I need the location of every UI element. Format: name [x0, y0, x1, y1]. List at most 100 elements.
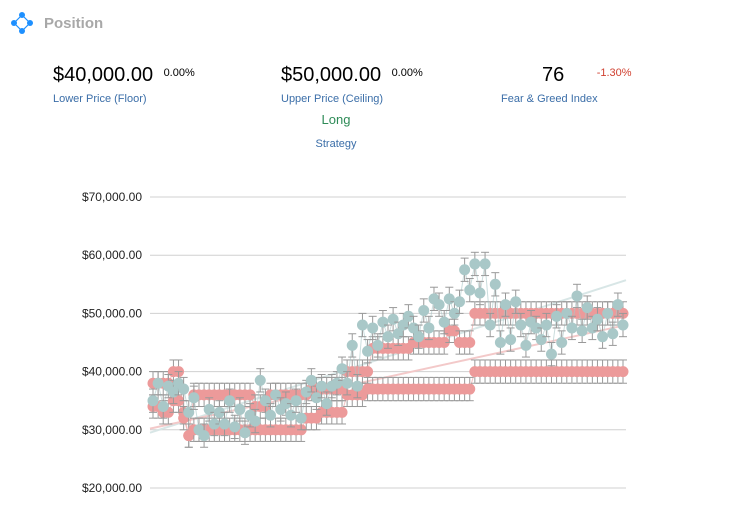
price-point: [229, 421, 241, 433]
price-point: [367, 322, 379, 334]
greed-change: -1.30%: [596, 67, 632, 79]
price-point: [510, 296, 522, 308]
price-chart: $20,000.00 $30,000.00 $40,000.00 $50,000.00…: [82, 190, 629, 495]
network-nodes-icon: [11, 12, 33, 34]
price-point: [336, 363, 348, 375]
price-point: [208, 418, 220, 430]
price-point: [224, 395, 236, 407]
price-point: [489, 278, 501, 290]
price-point: [581, 302, 593, 314]
price-point: [438, 316, 450, 328]
floor-point: [617, 366, 629, 378]
price-point: [157, 401, 169, 413]
ceiling-value: $50,000.00: [281, 64, 382, 86]
price-point: [566, 322, 578, 334]
price-point: [418, 304, 430, 316]
price-point: [239, 427, 251, 439]
floor-change: 0.00%: [163, 67, 195, 79]
ceiling-point: [244, 389, 256, 401]
ceiling-change: 0.00%: [391, 67, 423, 79]
price-point: [362, 345, 374, 357]
price-connector: [351, 345, 358, 387]
price-point: [254, 374, 266, 386]
price-point: [356, 319, 368, 331]
price-connector: [576, 295, 583, 331]
price-point: [474, 287, 486, 299]
price-point: [479, 258, 491, 270]
price-point: [387, 313, 399, 325]
price-point: [454, 296, 466, 308]
price-point: [295, 412, 307, 424]
price-point: [484, 319, 496, 331]
greed-stat: 76 -1.30% Fear & Greed Index: [501, 64, 632, 105]
price-point: [321, 398, 333, 410]
price-point: [341, 377, 353, 389]
price-point: [147, 395, 159, 407]
price-point: [443, 293, 455, 305]
data-points: [147, 251, 629, 448]
y-tick-label: $20,000.00: [82, 481, 142, 495]
price-point: [305, 374, 317, 386]
price-point: [500, 299, 511, 311]
price-point: [372, 339, 384, 351]
price-point: [571, 290, 583, 302]
price-point: [249, 415, 261, 427]
y-tick-label: $30,000.00: [82, 423, 142, 437]
panel-header: Position: [10, 10, 103, 36]
price-point: [607, 328, 619, 340]
price-point: [270, 389, 282, 401]
price-point: [515, 319, 527, 331]
price-point: [556, 337, 568, 348]
price-point: [602, 307, 614, 319]
y-tick-label: $50,000.00: [82, 306, 142, 320]
price-connector: [510, 301, 517, 340]
ceiling-point: [438, 337, 450, 348]
strategy-label: Strategy: [315, 138, 357, 150]
floor-point: [336, 406, 348, 418]
price-point: [310, 392, 322, 404]
price-connector: [550, 316, 558, 355]
price-point: [576, 325, 588, 337]
price-point: [535, 334, 547, 346]
y-tick-label: $70,000.00: [82, 190, 142, 204]
price-point: [152, 377, 164, 389]
floor-stat: $40,000.00 0.00% Lower Price (Floor): [53, 64, 195, 105]
price-series: [147, 251, 629, 448]
ceiling-point: [362, 366, 374, 378]
price-point: [234, 403, 246, 415]
price-point: [448, 307, 460, 319]
price-connector: [499, 304, 506, 343]
price-point: [183, 406, 195, 418]
price-connector: [494, 284, 501, 343]
price-point: [545, 348, 557, 360]
price-point: [433, 299, 445, 311]
price-point: [591, 313, 603, 325]
strategy-stat: Long Strategy: [310, 112, 362, 150]
price-point: [520, 339, 532, 351]
price-point: [331, 377, 343, 389]
price-point: [203, 403, 215, 415]
price-point: [561, 307, 573, 319]
y-axis-ticks: $20,000.00 $30,000.00 $40,000.00 $50,000.00…: [82, 190, 142, 495]
price-point: [402, 310, 414, 322]
price-connector: [356, 324, 363, 387]
price-point: [259, 395, 271, 407]
greed-label: Fear & Greed Index: [501, 93, 598, 105]
price-connector: [505, 304, 512, 340]
price-point: [178, 383, 190, 395]
price-point: [423, 322, 435, 334]
price-point: [188, 392, 200, 404]
price-point: [377, 316, 389, 328]
price-point: [530, 322, 542, 334]
price-point: [597, 331, 609, 343]
price-point: [494, 337, 506, 348]
price-connector: [346, 345, 353, 384]
price-point: [464, 284, 476, 296]
price-point: [413, 331, 425, 343]
floor-label: Lower Price (Floor): [53, 93, 147, 105]
y-tick-label: $40,000.00: [82, 365, 142, 379]
price-point: [351, 380, 363, 392]
price-point: [551, 310, 563, 322]
price-point: [280, 398, 292, 410]
strategy-value: Long: [321, 112, 351, 127]
